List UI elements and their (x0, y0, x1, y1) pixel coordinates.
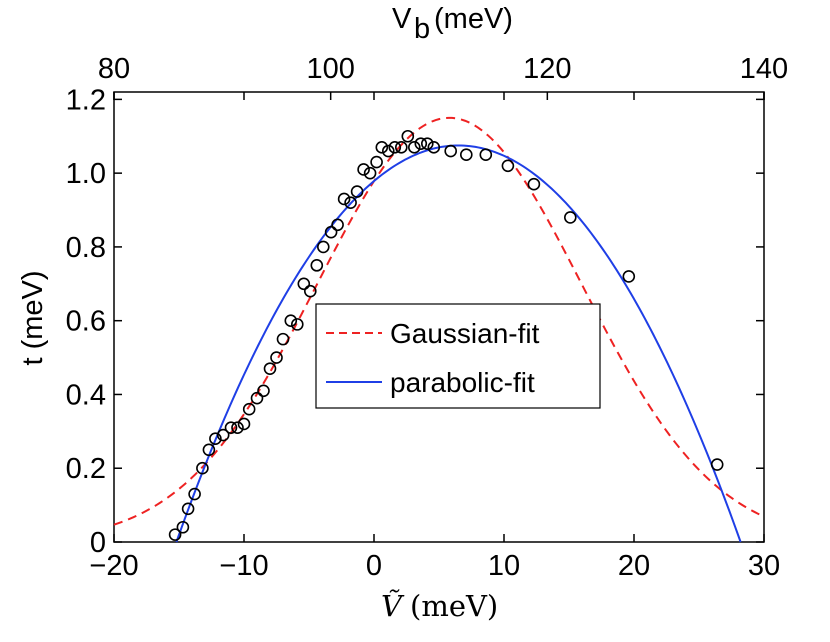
data-point (324, 225, 338, 239)
x-tick-label: 0 (366, 550, 382, 582)
plot-frame (113, 91, 765, 543)
top-axis-title-unit: (meV) (434, 3, 513, 35)
y-axis-title: t (meV) (17, 270, 49, 365)
data-point (501, 159, 515, 173)
top-tick-label: 140 (740, 53, 788, 85)
y-tick-label: 1.2 (66, 84, 106, 116)
data-point (176, 520, 190, 534)
data-point (257, 384, 270, 398)
top-tick-label: 80 (98, 53, 130, 85)
data-point (284, 314, 298, 327)
data-point (407, 141, 421, 154)
y-tick-label: 0.6 (66, 306, 106, 338)
data-point (250, 391, 264, 405)
data-point (316, 240, 330, 254)
top-axis-title-base: V (392, 3, 412, 35)
data-markers (168, 129, 724, 541)
fit-lines (113, 116, 765, 543)
data-point (224, 421, 238, 434)
top-tick-label: 100 (306, 53, 354, 85)
data-point (202, 443, 216, 457)
x-tick-label: 30 (748, 550, 780, 582)
data-point (231, 421, 244, 434)
data-point (563, 211, 577, 224)
x-tick-label: −20 (89, 550, 138, 582)
data-point (527, 177, 541, 191)
data-point (242, 402, 256, 416)
data-point (270, 351, 283, 364)
data-point (303, 284, 317, 298)
data-point (444, 144, 458, 158)
data-point (331, 218, 344, 232)
data-point (290, 318, 304, 331)
gaussian-fit-line (113, 116, 765, 526)
top-ticks: 80 100 120 140 (98, 53, 788, 100)
data-point (388, 141, 402, 154)
data-point (357, 163, 370, 176)
data-point (363, 166, 377, 180)
data-point (297, 277, 311, 291)
x-tick-label: 20 (618, 550, 650, 582)
bottom-ticks: −20 −10 0 10 20 30 (89, 92, 780, 582)
legend: Gaussian-fit parabolic-fit (315, 303, 601, 409)
data-point (310, 259, 324, 272)
x-axis-title-unit: (meV) (410, 589, 498, 623)
data-point (479, 148, 493, 162)
y-tick-label: 0.8 (66, 232, 106, 264)
data-point (427, 141, 441, 154)
data-point (168, 528, 182, 541)
x-axis-title-symbol: Ṽ (381, 588, 405, 623)
data-point (337, 192, 351, 206)
top-axis-title-sub: b (414, 13, 430, 45)
left-ticks: 0 0.2 0.4 0.6 0.8 1.0 1.2 (66, 84, 764, 559)
y-tick-label: 0 (90, 527, 106, 559)
data-point (276, 332, 290, 346)
parabolic-fit-line (175, 144, 742, 543)
y-tick-label: 0.4 (66, 379, 106, 411)
data-point (181, 502, 195, 516)
data-point (344, 196, 357, 209)
data-point (350, 185, 364, 198)
data-point (375, 141, 389, 154)
data-point (420, 137, 434, 150)
data-point (237, 417, 251, 431)
data-point (381, 144, 395, 158)
data-point (401, 129, 415, 143)
legend-gaussian-label: Gaussian-fit (390, 318, 540, 349)
x-tick-label: 10 (488, 550, 520, 582)
data-point (188, 487, 201, 501)
data-point (263, 362, 277, 375)
y-tick-label: 0.2 (66, 453, 106, 485)
x-tick-label: −10 (219, 550, 268, 582)
data-point (196, 461, 209, 475)
data-point (414, 137, 428, 150)
data-point (370, 155, 383, 169)
data-point (209, 432, 222, 446)
data-point (394, 141, 408, 154)
legend-parabolic-label: parabolic-fit (390, 367, 535, 398)
data-point (459, 148, 473, 162)
top-tick-label: 120 (523, 53, 571, 85)
legend-box (315, 303, 601, 409)
y-tick-label: 1.0 (66, 158, 106, 190)
data-point (216, 428, 230, 442)
data-point (622, 270, 636, 283)
data-point (710, 458, 724, 471)
